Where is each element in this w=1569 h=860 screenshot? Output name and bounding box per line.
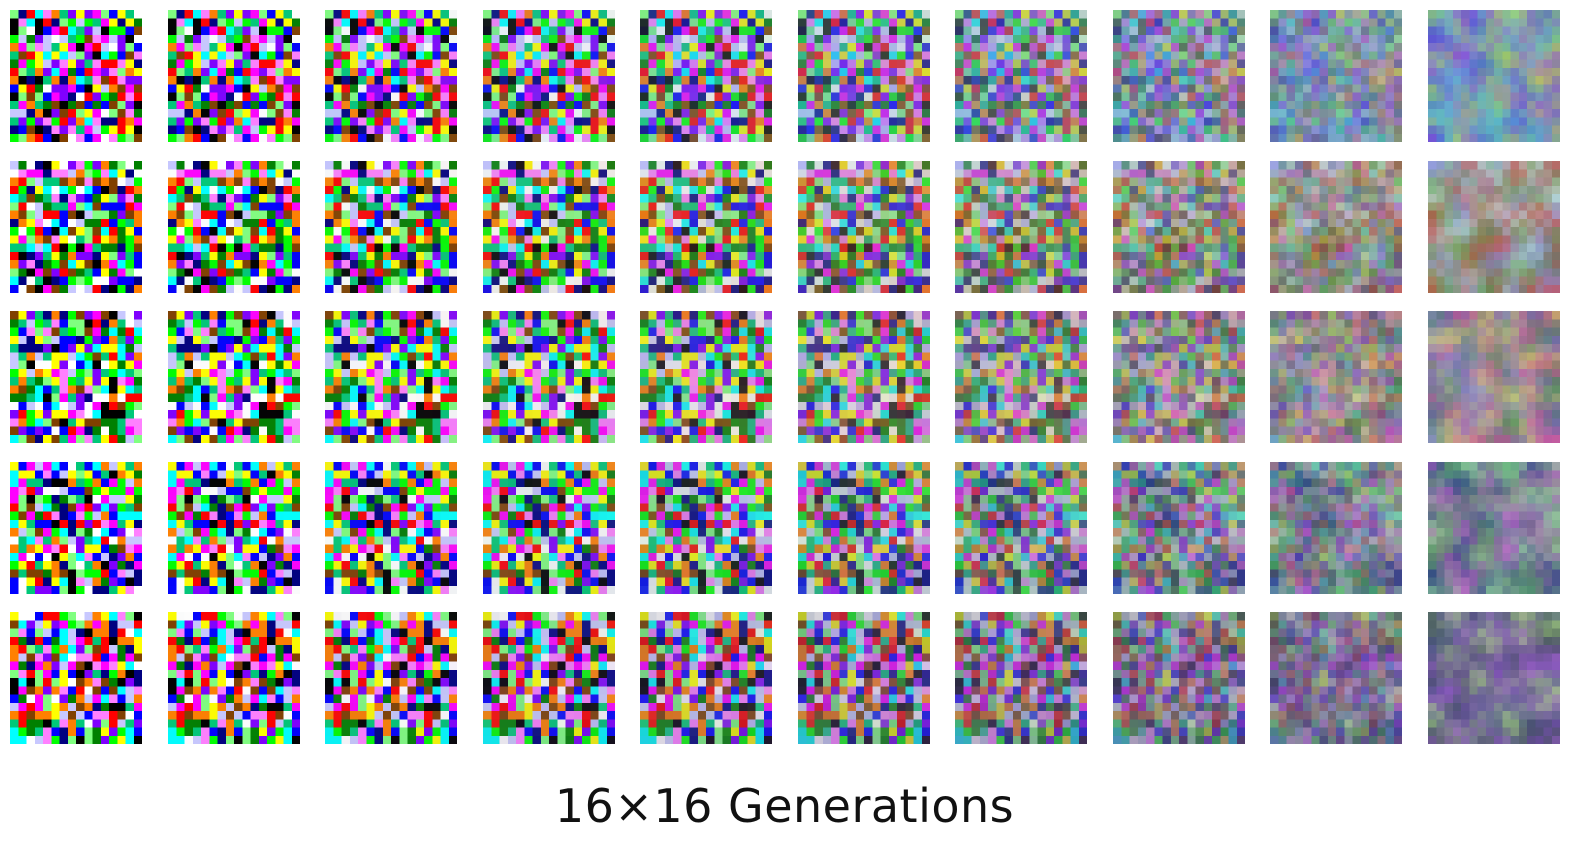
generation-image [1428,10,1560,142]
generation-image [168,161,300,293]
generation-image [798,612,930,744]
generation-image [1113,311,1245,443]
generation-image [955,612,1087,744]
generation-image [798,10,930,142]
generation-image [1428,612,1560,744]
generation-image [325,161,457,293]
generation-image [640,311,772,443]
generation-image [168,311,300,443]
generation-image [325,612,457,744]
generation-image [10,612,142,744]
generation-image [483,612,615,744]
generation-image [10,311,142,443]
figure-caption: 16×16 Generations [554,779,1015,833]
generation-image [1113,161,1245,293]
generation-image [1270,462,1402,594]
generation-image [955,161,1087,293]
generation-image [168,612,300,744]
generation-image [1113,462,1245,594]
generation-image [325,10,457,142]
generation-image [1270,10,1402,142]
generation-image [1428,462,1560,594]
generation-image [798,462,930,594]
generation-image [955,462,1087,594]
generation-image [325,311,457,443]
generation-image [1428,161,1560,293]
generation-image [10,161,142,293]
generation-image [955,311,1087,443]
generation-image [640,612,772,744]
generation-image [168,10,300,142]
generation-image [10,462,142,594]
generation-image [483,161,615,293]
generation-image [10,10,142,142]
generation-image [798,161,930,293]
generation-image [640,161,772,293]
generation-grid [10,10,1560,744]
generation-image [483,10,615,142]
generation-image [483,462,615,594]
generation-image [325,462,457,594]
generation-image [1428,311,1560,443]
generation-image [483,311,615,443]
generation-image [1270,311,1402,443]
generation-image [798,311,930,443]
generation-image [955,10,1087,142]
generation-image [640,10,772,142]
generation-image [1113,10,1245,142]
generation-image [1113,612,1245,744]
generation-image [168,462,300,594]
generation-image [1270,612,1402,744]
generation-image [640,462,772,594]
generation-image [1270,161,1402,293]
